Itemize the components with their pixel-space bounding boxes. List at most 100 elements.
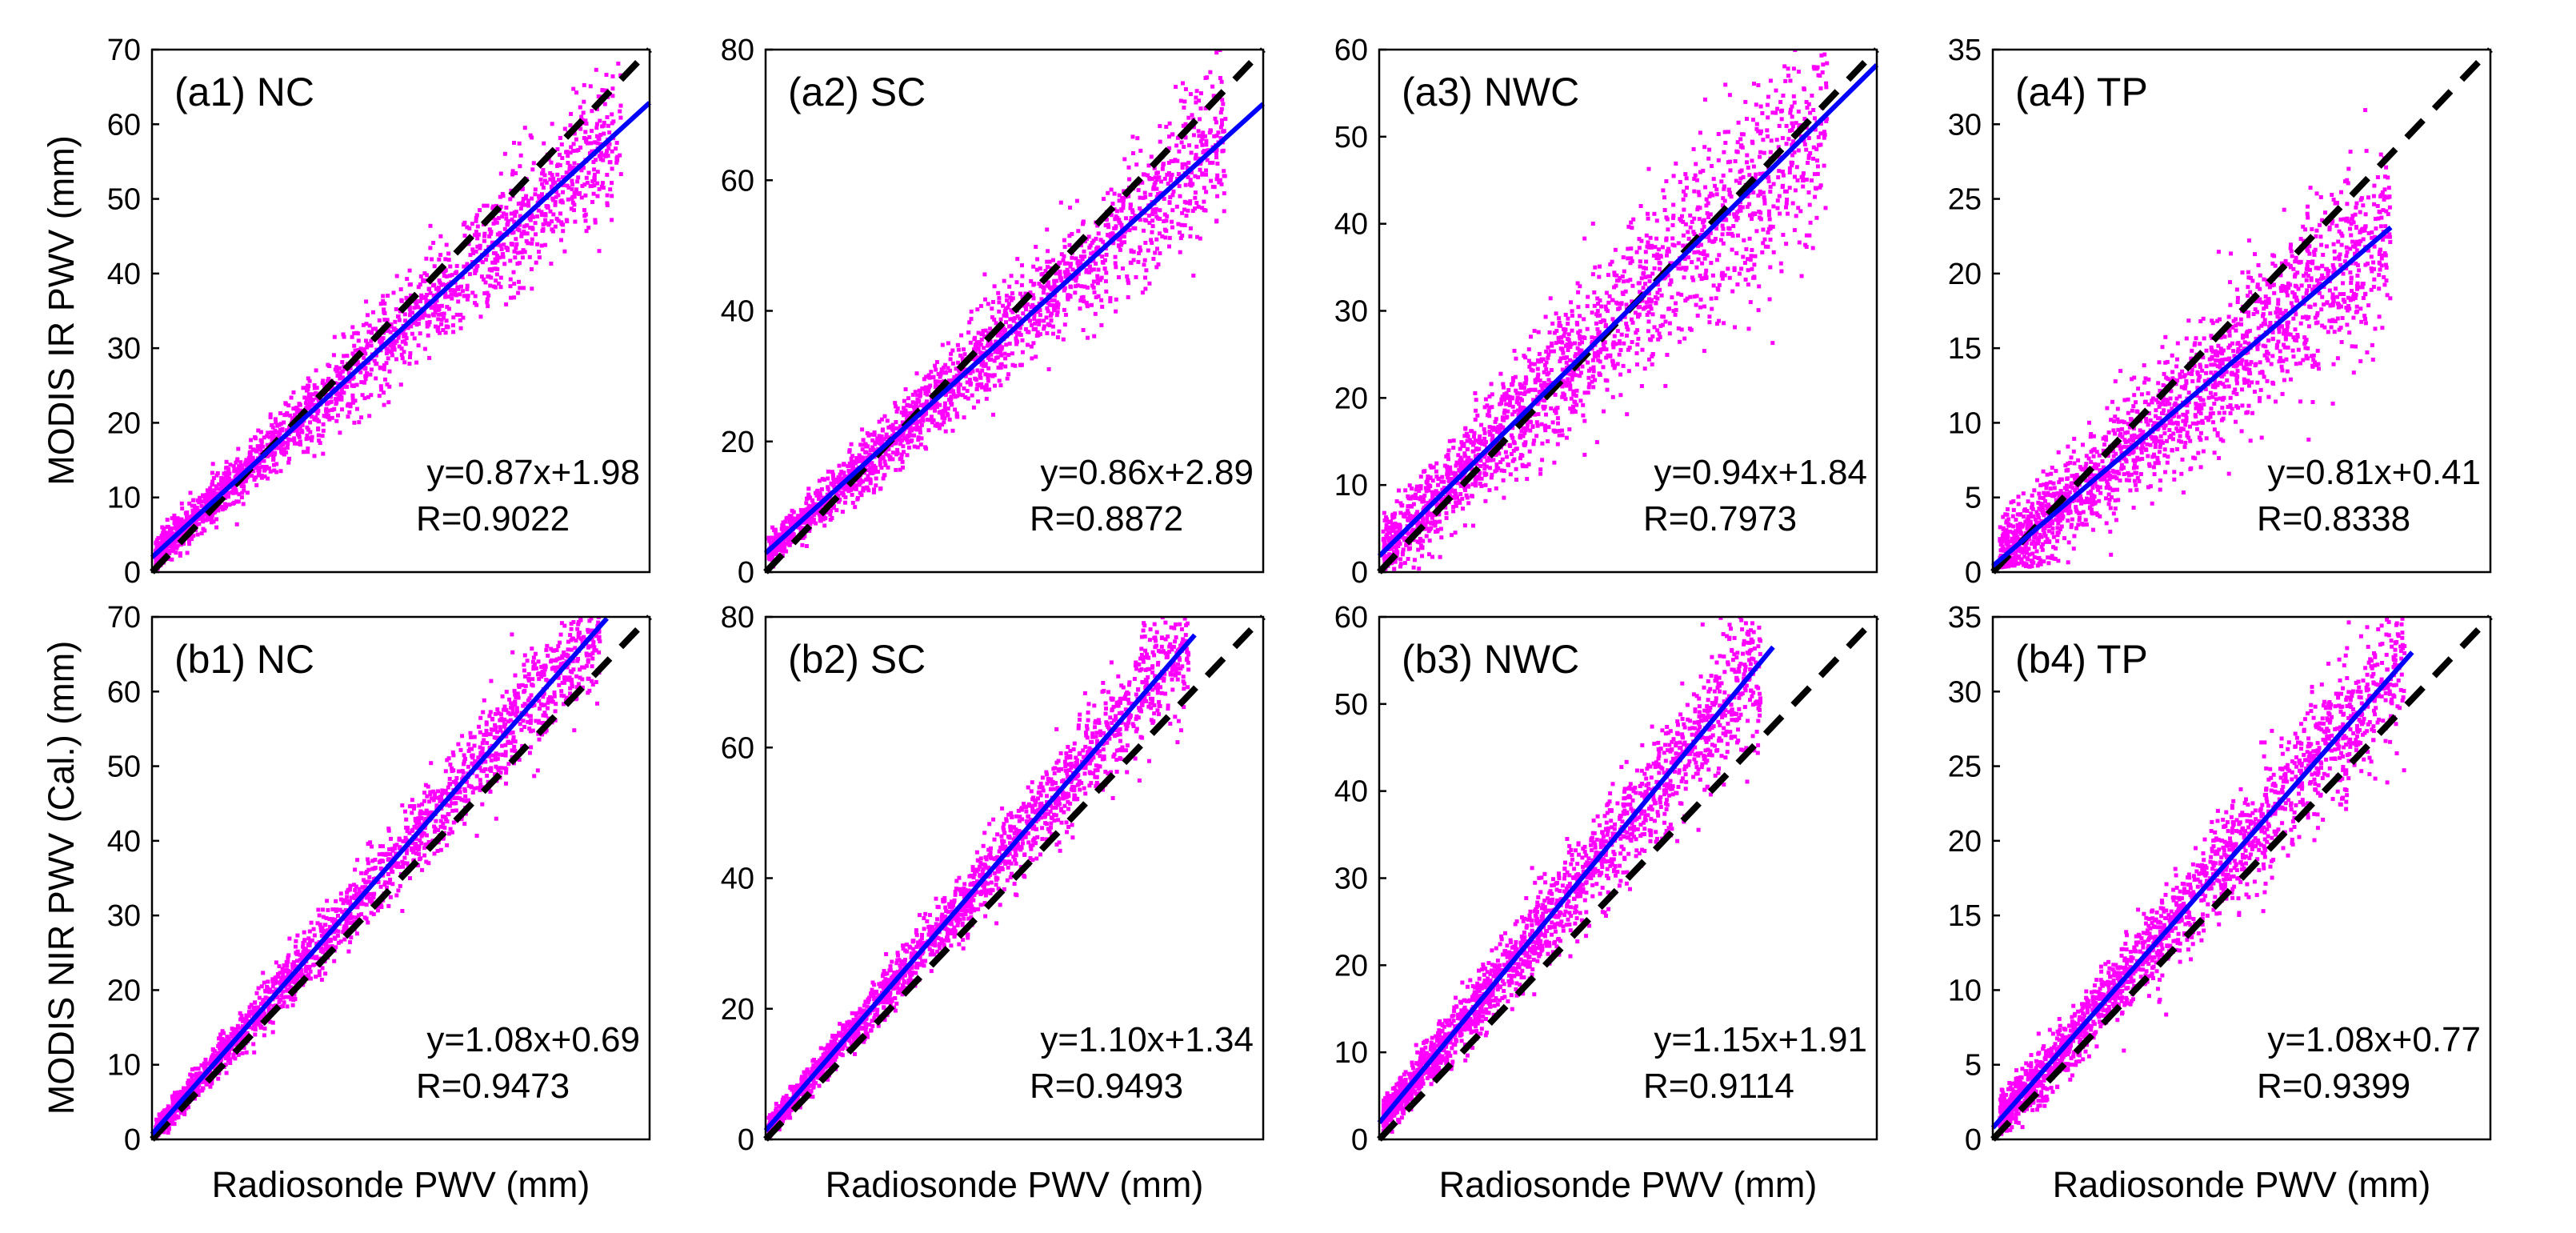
scatter-point (826, 486, 830, 491)
scatter-point (1805, 106, 1810, 110)
scatter-point (602, 102, 607, 106)
scatter-point (363, 377, 368, 382)
scatter-point (439, 322, 444, 326)
scatter-point (1604, 290, 1609, 295)
scatter-point (1398, 564, 1402, 569)
scatter-point (865, 455, 870, 460)
scatter-point (949, 351, 954, 356)
scatter-point (1169, 159, 1174, 163)
scatter-point (325, 402, 329, 406)
scatter-point (1796, 148, 1801, 153)
scatter-point (607, 142, 612, 146)
scatter-point (1074, 256, 1078, 261)
scatter-point (518, 286, 522, 290)
scatter-point (1717, 318, 1721, 323)
scatter-point (160, 538, 165, 542)
scatter-point (1746, 194, 1750, 198)
scatter-point (1020, 350, 1025, 354)
scatter-point (336, 413, 340, 418)
scatter-point (766, 535, 771, 540)
scatter-point (853, 505, 858, 510)
scatter-point (587, 151, 592, 156)
scatter-point (388, 330, 393, 334)
scatter-point (1142, 262, 1146, 267)
scatter-point (881, 476, 886, 481)
scatter-point (386, 400, 391, 405)
scatter-point (324, 410, 329, 415)
scatter-point (1002, 351, 1007, 356)
scatter-point (234, 522, 239, 526)
scatter-point (784, 516, 789, 521)
scatter-point (1062, 261, 1067, 266)
scatter-point (1200, 206, 1205, 210)
scatter-point (1806, 136, 1811, 141)
scatter-point (374, 376, 378, 381)
scatter-point (1015, 314, 1020, 318)
scatter-point (988, 358, 992, 362)
scatter-point (428, 246, 433, 250)
scatter-point (957, 368, 962, 373)
scatter-point (1518, 382, 1522, 386)
scatter-point (866, 488, 871, 493)
scatter-point (1455, 481, 1460, 486)
scatter-point (1529, 387, 1534, 392)
scatter-point (1113, 254, 1118, 259)
scatter-point (895, 406, 900, 410)
scatter-point (1574, 373, 1578, 378)
scatter-point (482, 277, 486, 282)
one-to-one-line-a2 (763, 47, 1266, 574)
scatter-point (1030, 356, 1034, 361)
scatter-point (508, 277, 513, 282)
scatter-point (446, 325, 450, 330)
scatter-point (854, 456, 859, 461)
scatter-point (814, 521, 818, 526)
scatter-point (956, 389, 961, 394)
scatter-point (289, 395, 294, 400)
scatter-point (1054, 300, 1059, 305)
scatter-point (484, 257, 488, 262)
scatter-point (1620, 274, 1625, 278)
scatter-point (1188, 234, 1193, 238)
scatter-point (504, 206, 509, 210)
scatter-point (990, 306, 994, 311)
scatter-point (872, 430, 877, 434)
scatter-point (983, 362, 988, 366)
scatter-point (1106, 190, 1110, 195)
scatter-point (1154, 206, 1158, 211)
scatter-point (172, 513, 177, 518)
scatter-point (558, 163, 562, 167)
scatter-point (570, 186, 574, 191)
scatter-point (1624, 302, 1629, 307)
scatter-point (595, 194, 600, 198)
scatter-point (928, 418, 933, 422)
scatter-point (487, 227, 492, 232)
scatter-point (1786, 137, 1791, 142)
scatter-point (607, 130, 612, 135)
scatter-point (1156, 262, 1161, 266)
scatter-point (953, 407, 958, 412)
scatter-point (1188, 178, 1193, 182)
scatter-point (278, 411, 282, 415)
scatter-point (1483, 498, 1488, 503)
scatter-point (1598, 298, 1602, 302)
scatter-point (1544, 412, 1548, 417)
y-tick-label: 40 (721, 295, 754, 329)
scatter-point (1089, 251, 1094, 256)
scatter-point (352, 343, 357, 348)
scatter-point (1406, 557, 1410, 561)
scatter-point (1622, 341, 1626, 346)
scatter-point (1176, 222, 1181, 226)
scatter-point (790, 516, 794, 521)
scatter-point (1014, 342, 1019, 346)
scatter-point (972, 337, 977, 342)
scatter-point (590, 183, 594, 188)
scatter-point (885, 418, 890, 423)
scatter-point (274, 445, 279, 450)
scatter-point (1204, 172, 1208, 177)
scatter-point (1062, 254, 1066, 258)
scatter-point (830, 470, 834, 474)
scatter-point (1221, 130, 1226, 134)
scatter-point (1537, 390, 1542, 394)
scatter-point (268, 412, 273, 417)
scatter-point (379, 387, 384, 392)
